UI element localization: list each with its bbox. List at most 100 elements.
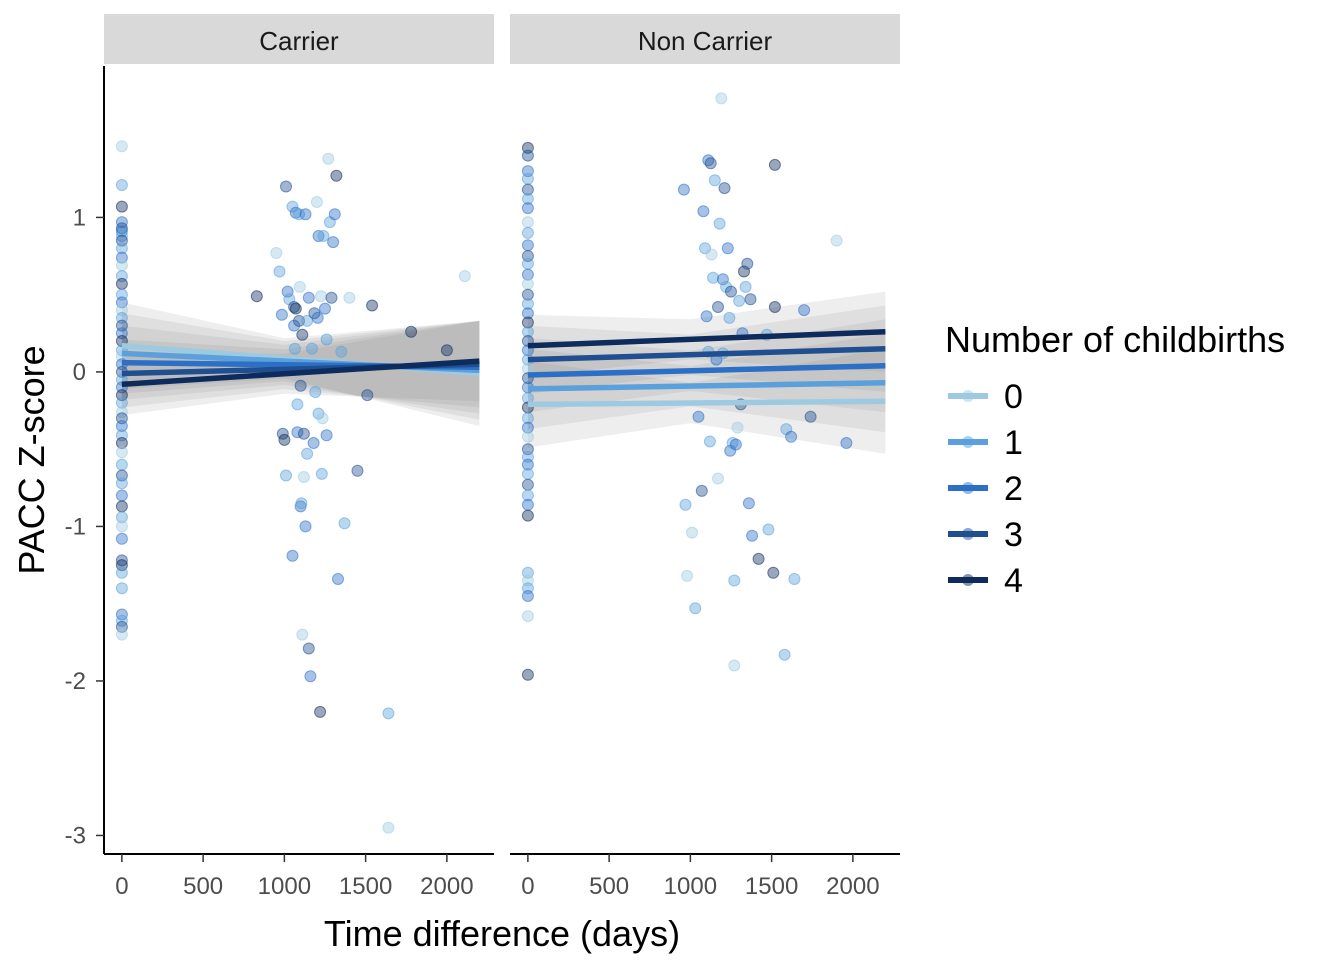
regression-line-group-4 bbox=[121, 358, 480, 388]
data-point bbox=[327, 236, 340, 249]
data-point bbox=[521, 216, 534, 229]
data-point bbox=[742, 497, 755, 510]
data-point bbox=[115, 140, 128, 153]
data-point bbox=[521, 172, 534, 185]
data-point bbox=[723, 311, 736, 324]
x-tick-label: 1500 bbox=[745, 873, 798, 900]
legend-key-point bbox=[962, 390, 974, 402]
facet-strip-carrier bbox=[104, 14, 494, 64]
x-tick-label: 2000 bbox=[826, 873, 879, 900]
data-point bbox=[785, 430, 798, 443]
data-point bbox=[725, 285, 737, 298]
data-point bbox=[320, 429, 333, 442]
data-point bbox=[521, 297, 534, 310]
data-point bbox=[115, 458, 128, 471]
data-point bbox=[293, 280, 306, 293]
data-point bbox=[405, 325, 418, 338]
data-point bbox=[310, 196, 323, 208]
y-tick-label: -1 bbox=[65, 513, 86, 540]
data-point bbox=[804, 410, 817, 423]
x-tick-label: 1000 bbox=[664, 873, 717, 900]
data-point bbox=[695, 484, 708, 497]
legend-key-point bbox=[962, 482, 974, 494]
y-tick-label: -3 bbox=[65, 822, 86, 849]
data-point bbox=[115, 437, 128, 449]
data-point bbox=[521, 149, 534, 162]
data-point bbox=[296, 628, 309, 641]
legend-items: 0 1 2 3 4 bbox=[948, 378, 1023, 600]
data-point bbox=[328, 208, 341, 221]
data-point bbox=[115, 566, 128, 579]
y-axis-title: PACC Z-score bbox=[11, 345, 52, 574]
data-point bbox=[115, 511, 128, 524]
data-point bbox=[382, 707, 395, 720]
data-point bbox=[741, 257, 754, 270]
lines-carrier bbox=[121, 342, 480, 388]
data-point bbox=[312, 407, 325, 420]
data-point bbox=[115, 500, 128, 513]
data-point bbox=[521, 590, 534, 602]
data-point bbox=[314, 705, 327, 718]
regression-line-group-2 bbox=[527, 362, 886, 378]
data-point bbox=[830, 234, 843, 247]
data-point bbox=[286, 200, 299, 213]
legend-key-point bbox=[962, 436, 974, 448]
x-tick-label: 500 bbox=[183, 873, 223, 900]
facet-strip-non-carrier bbox=[510, 14, 900, 64]
data-point bbox=[788, 573, 801, 585]
data-point bbox=[115, 230, 128, 242]
data-point bbox=[288, 342, 301, 355]
data-point bbox=[299, 208, 312, 221]
data-point bbox=[115, 608, 128, 621]
data-point bbox=[521, 268, 534, 281]
data-point bbox=[301, 447, 314, 460]
data-point bbox=[521, 478, 534, 491]
data-point bbox=[746, 529, 759, 542]
data-point bbox=[712, 301, 724, 313]
data-point bbox=[700, 310, 713, 323]
x-tick-label: 500 bbox=[589, 873, 629, 900]
data-point bbox=[521, 325, 534, 338]
data-point bbox=[720, 280, 733, 293]
data-point bbox=[521, 668, 534, 681]
data-point bbox=[704, 157, 717, 170]
data-point bbox=[729, 438, 742, 451]
data-point bbox=[115, 225, 128, 238]
x-tick-label: 2000 bbox=[420, 873, 473, 900]
lines-non-carrier bbox=[527, 329, 886, 408]
data-point bbox=[307, 437, 320, 449]
legend-key-point bbox=[962, 528, 974, 540]
data-point bbox=[115, 614, 128, 627]
data-point bbox=[351, 464, 364, 477]
regression-line-group-4 bbox=[527, 329, 886, 349]
data-point bbox=[343, 291, 356, 304]
data-point bbox=[440, 344, 453, 357]
data-point bbox=[115, 259, 128, 272]
data-point bbox=[115, 200, 128, 213]
legend-label: 3 bbox=[1004, 516, 1023, 554]
data-point bbox=[115, 628, 128, 641]
data-point bbox=[312, 230, 325, 242]
data-point bbox=[521, 316, 534, 329]
x-tick-label: 0 bbox=[521, 873, 534, 900]
facet-label-non-carrier: Non Carrier bbox=[638, 26, 773, 56]
data-point bbox=[280, 469, 292, 482]
data-point bbox=[744, 293, 757, 306]
data-point bbox=[278, 433, 291, 446]
data-point bbox=[712, 472, 724, 485]
data-point bbox=[521, 458, 534, 471]
data-point bbox=[115, 446, 128, 459]
data-point bbox=[293, 314, 305, 327]
points-carrier bbox=[115, 140, 471, 834]
data-point bbox=[768, 158, 781, 171]
data-point bbox=[521, 277, 534, 290]
legend-key-point bbox=[962, 574, 974, 586]
data-point bbox=[677, 183, 690, 196]
legend-title: Number of childbirths bbox=[945, 319, 1285, 360]
data-point bbox=[521, 421, 534, 434]
data-point bbox=[681, 569, 694, 582]
data-point bbox=[115, 582, 128, 595]
data-point bbox=[458, 270, 471, 283]
data-point bbox=[115, 396, 128, 409]
